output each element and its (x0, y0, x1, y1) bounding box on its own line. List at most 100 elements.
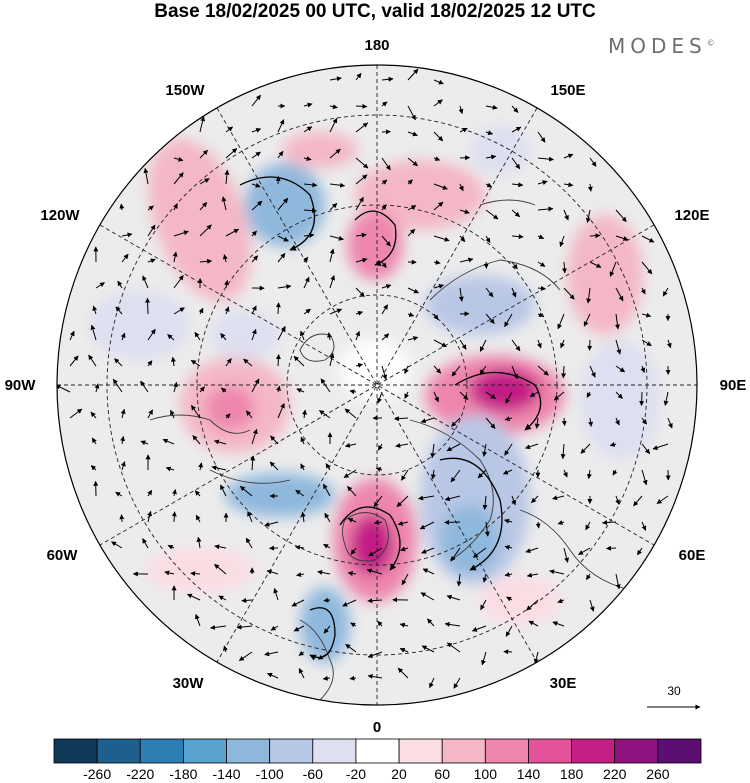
wind-vector (537, 206, 554, 212)
wind-vector (640, 365, 646, 373)
wind-vector (373, 520, 383, 525)
wind-vector (329, 202, 338, 211)
wind-vector (198, 462, 204, 471)
wind-vector (322, 675, 331, 681)
wind-vector (407, 157, 418, 167)
wind-vector (199, 224, 212, 237)
wind-vector (344, 442, 357, 448)
wind-vector (504, 544, 513, 550)
wind-vector (636, 547, 643, 556)
wind-vector (251, 255, 259, 263)
colorbar-tick-label: -180 (169, 766, 197, 782)
wind-vector (170, 356, 176, 367)
wind-vector (190, 404, 201, 419)
coastlines (149, 199, 631, 701)
wind-vector (529, 391, 539, 398)
wind-vector (143, 167, 149, 185)
wind-vector (503, 649, 513, 655)
wind-vector (329, 352, 335, 367)
wind-vector (120, 435, 126, 445)
colorbar-swatch (312, 738, 357, 764)
wind-vector (300, 511, 306, 523)
wind-vector (194, 490, 201, 497)
colorbar-swatch (614, 738, 659, 764)
wind-vector (329, 275, 336, 289)
wind-vector (433, 259, 441, 265)
wind-vector (641, 417, 647, 425)
wind-vector (444, 621, 461, 627)
wind-vector (586, 469, 592, 480)
wind-vector (317, 651, 331, 660)
wind-vector (537, 365, 549, 376)
wind-vector (368, 547, 383, 557)
wind-vector (528, 620, 539, 627)
wind-vector (367, 651, 383, 658)
lon-label-150e: 150E (550, 82, 585, 99)
colorbar-tick-label: -100 (256, 766, 284, 782)
wind-vector (277, 253, 286, 263)
wind-vector (220, 484, 227, 497)
colorbar-tick-label: -60 (303, 766, 323, 782)
wind-vector (329, 148, 341, 159)
wind-vector (485, 287, 494, 298)
wind-vector (482, 495, 488, 510)
wind-vector (266, 569, 279, 575)
wind-vector (525, 443, 539, 450)
longitude-labels: 180 150E 120E 90E 60E 30E 0 30W 60W 90W … (5, 37, 747, 736)
wind-vector (239, 485, 253, 497)
wind-vector (433, 284, 444, 289)
wind-vector (355, 310, 364, 316)
wind-vector (211, 465, 227, 471)
wind-vector (366, 568, 383, 575)
wind-vector (349, 675, 357, 681)
colorbar-tick-label: 260 (646, 766, 670, 782)
wind-vector (170, 409, 175, 419)
wind-vector (303, 102, 313, 108)
wind-vector (293, 625, 305, 632)
wind-vector (511, 261, 518, 270)
wind-vector (246, 410, 253, 419)
wind-vector (327, 332, 332, 341)
wind-vector (537, 156, 554, 162)
wind-vector (407, 68, 419, 81)
colorbar-swatch (96, 738, 141, 764)
wind-vector (633, 495, 643, 507)
wind-vector (303, 232, 315, 238)
lon-label-60e: 60E (679, 547, 706, 564)
wind-vector (199, 178, 210, 185)
wind-vector (214, 563, 227, 575)
lon-label-90e: 90E (720, 377, 747, 394)
wind-vector (609, 261, 617, 277)
wind-vector (194, 613, 201, 627)
wind-vector (458, 105, 464, 115)
wind-vector (140, 440, 149, 446)
wind-vector (367, 673, 383, 679)
wind-vector (69, 330, 75, 341)
wind-vector (275, 176, 281, 185)
wind-vector (557, 520, 565, 525)
wind-vector (147, 489, 153, 497)
wind-vector (641, 261, 653, 275)
wind-vector (373, 495, 383, 508)
wind-vector (251, 428, 258, 445)
colorbar-tick-label: -260 (83, 766, 111, 782)
wind-vector (147, 360, 153, 367)
wind-vector (350, 622, 357, 628)
wind-vector (663, 391, 669, 406)
wind-vector (221, 387, 227, 393)
wind-vector (115, 306, 123, 315)
wind-vector (583, 313, 591, 327)
wind-vector (641, 443, 651, 455)
wind-vector (120, 461, 126, 471)
wind-vector (421, 547, 435, 554)
wind-vector (173, 307, 185, 315)
colorbar-tick-label: 20 (391, 766, 407, 782)
wind-vector (537, 131, 546, 143)
wind-vector (320, 378, 331, 393)
wind-vector (267, 672, 279, 679)
wind-vector (277, 235, 289, 242)
wind-vector (251, 128, 262, 133)
wind-vector (446, 443, 461, 452)
wind-vector (199, 149, 208, 159)
